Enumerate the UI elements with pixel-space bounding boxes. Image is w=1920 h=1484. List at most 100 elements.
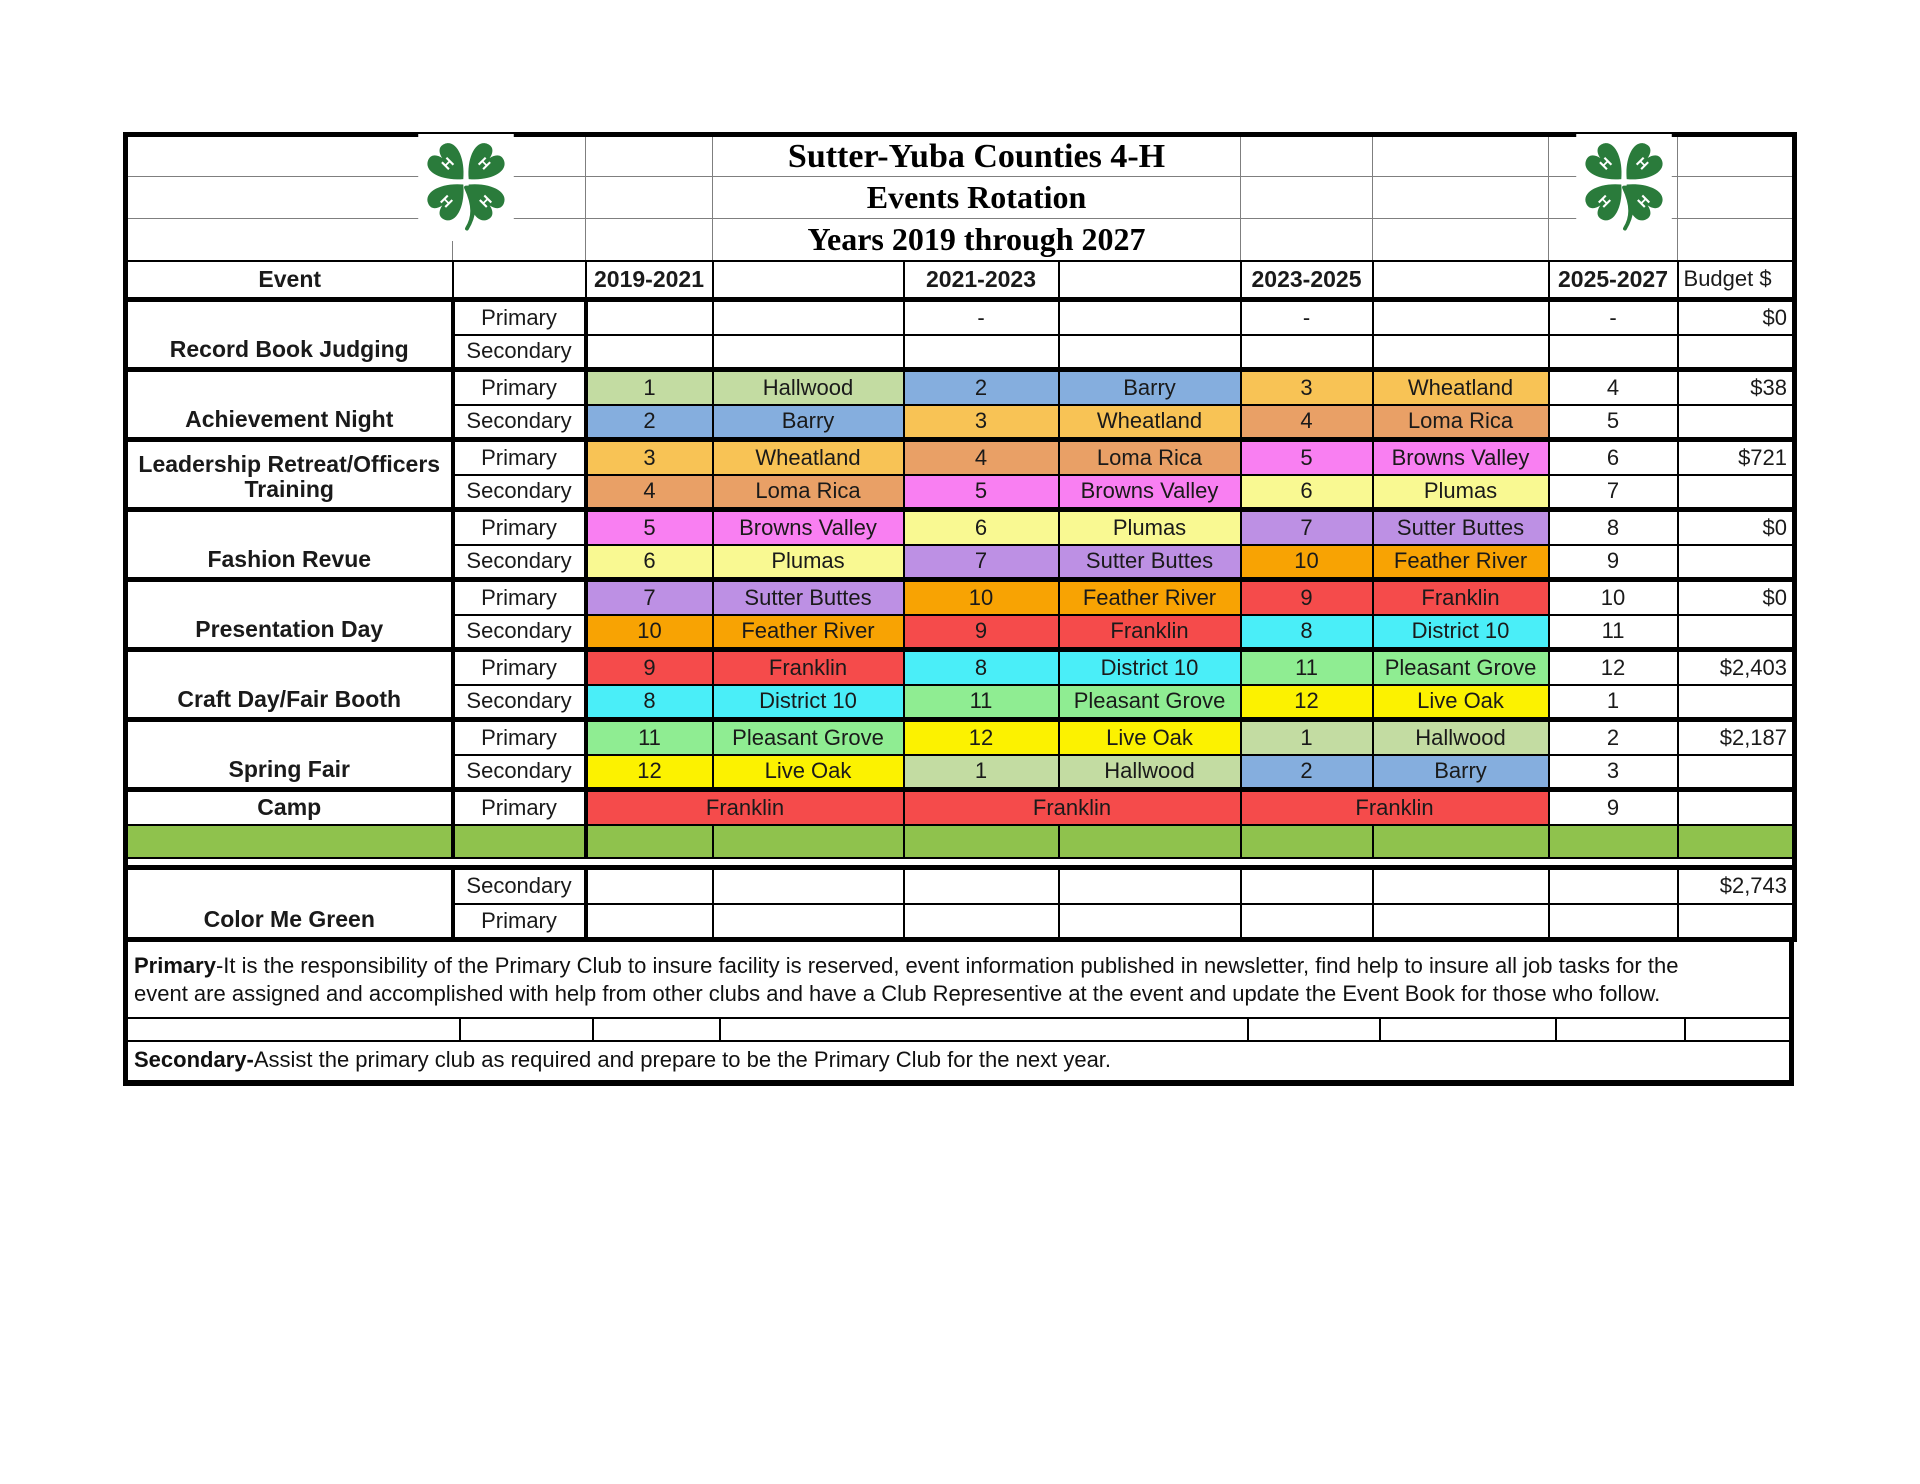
rotation-cell: [711, 902, 905, 941]
secondary-note-text: Assist the primary club as required and …: [253, 1046, 1112, 1072]
row-type-label: Secondary: [451, 473, 588, 511]
header-year-2023-2025: 2023-2025: [1239, 259, 1374, 302]
primary-note-line1: Primary-It is the responsibility of the …: [134, 952, 1783, 980]
budget-cell: [1676, 613, 1796, 651]
rotation-cell: [711, 865, 905, 905]
event-row: Secondary 4 Loma Rica 5 Browns Valley 6 Plumas…: [126, 473, 1796, 511]
title-row-1: Sutter-Yuba Counties 4-H: [125, 134, 1796, 177]
four-h-clover-logo: H H H H: [1576, 134, 1672, 241]
club-rotation-cell: Pleasant Grove: [1057, 683, 1242, 721]
club-rotation-cell: 10: [902, 577, 1060, 616]
blank-cell: [125, 176, 453, 219]
green-band-cell: [584, 823, 714, 859]
club-rotation-cell: 1: [584, 367, 714, 406]
club-rotation-cell: 6: [902, 507, 1060, 546]
rotation-cell: 6: [1547, 437, 1679, 476]
budget-cell: [1676, 333, 1796, 371]
club-rotation-cell: Hallwood: [1057, 753, 1242, 791]
club-rotation-cell: Franklin: [584, 787, 905, 826]
budget-cell: [1676, 683, 1796, 721]
header-year-2025-2027: 2025-2027: [1547, 259, 1679, 302]
row-type-label: Primary: [451, 297, 588, 336]
grid-tick: [459, 1018, 461, 1040]
club-rotation-cell: Wheatland: [1057, 403, 1242, 441]
row-type-label: Primary: [451, 647, 588, 686]
event-row: Record Book Judging Primary - - - $0: [124, 297, 1796, 371]
club-rotation-cell: 12: [1239, 683, 1374, 721]
row-type-label: Secondary: [451, 683, 588, 721]
budget-cell: $0: [1676, 577, 1796, 616]
club-rotation-cell: 1: [902, 753, 1060, 791]
budget-cell: $2,187: [1676, 717, 1796, 756]
club-rotation-cell: 5: [902, 473, 1060, 511]
club-rotation-cell: 2: [584, 403, 714, 441]
blank-cell: [1372, 134, 1550, 177]
primary-note-line2: event are assigned and accomplished with…: [134, 980, 1661, 1006]
green-band-cell: [711, 823, 905, 859]
rotation-cell: 10: [1547, 577, 1679, 616]
event-row: Achievement Night Primary 1 Hallwood 2 Barry 3…: [124, 367, 1796, 441]
rotation-cell: [1371, 902, 1550, 941]
notes-footer: Primary-It is the responsibility of the …: [123, 942, 1794, 1086]
budget-cell: $2,743: [1676, 865, 1796, 905]
club-rotation-cell: District 10: [1371, 613, 1550, 651]
club-rotation-cell: Sutter Buttes: [1057, 543, 1242, 581]
club-rotation-cell: 4: [1239, 403, 1374, 441]
club-rotation-cell: Wheatland: [1371, 367, 1550, 406]
grid-tick: [1379, 1018, 1381, 1040]
rotation-cell: -: [1239, 297, 1374, 336]
rotation-cell: [1239, 902, 1374, 941]
club-rotation-cell: Plumas: [1371, 473, 1550, 511]
club-rotation-cell: Feather River: [711, 613, 905, 651]
blank-cell: [1677, 176, 1796, 219]
four-h-clover-logo: H H H H: [418, 134, 514, 241]
club-rotation-cell: Barry: [1057, 367, 1242, 406]
event-row: Secondary 12 Live Oak 1 Hallwood 2 Barry 3: [126, 753, 1796, 791]
row-type-label: Secondary: [451, 403, 588, 441]
header-budget: Budget $: [1676, 259, 1796, 302]
rotation-cell: [1371, 333, 1550, 371]
event-row: Color Me Green Secondary $2,743: [124, 865, 1796, 941]
club-rotation-cell: 11: [902, 683, 1060, 721]
rotation-cell: [584, 333, 714, 371]
blank-cell: [585, 176, 713, 219]
row-type-label: Primary: [451, 367, 588, 406]
green-band-cell: [1371, 823, 1550, 859]
club-rotation-cell: 10: [584, 613, 714, 651]
rotation-cell: [1371, 297, 1550, 336]
club-rotation-cell: 3: [1239, 367, 1374, 406]
club-rotation-cell: 11: [1239, 647, 1374, 686]
spacer-cell: [125, 856, 1795, 869]
club-rotation-cell: 7: [1239, 507, 1374, 546]
rotation-cell: 8: [1547, 507, 1679, 546]
rotation-cell: -: [902, 297, 1060, 336]
event-name-cell: Record Book Judging: [124, 297, 455, 371]
club-rotation-cell: Franklin: [1057, 613, 1242, 651]
blank-cell: [125, 218, 453, 261]
grid-tick: [1247, 1018, 1249, 1040]
event-row: Secondary 8 District 10 11 Pleasant Grove 12 L…: [126, 683, 1796, 721]
rotation-cell: [1057, 297, 1242, 336]
club-rotation-cell: Plumas: [1057, 507, 1242, 546]
rotation-cell: [902, 333, 1060, 371]
budget-cell: $721: [1676, 437, 1796, 476]
event-name-cell: Spring Fair: [124, 717, 455, 791]
budget-cell: [1676, 787, 1796, 826]
club-rotation-cell: Live Oak: [711, 753, 905, 791]
event-name-cell: Presentation Day: [124, 577, 455, 651]
event-name-cell: Craft Day/Fair Booth: [124, 647, 455, 721]
club-rotation-cell: 12: [902, 717, 1060, 756]
rotation-cell: 4: [1547, 367, 1679, 406]
event-row: Primary: [126, 902, 1796, 941]
event-name-cell: Color Me Green: [124, 865, 455, 941]
rotation-cell: [711, 333, 905, 371]
club-rotation-cell: Hallwood: [1371, 717, 1550, 756]
club-rotation-cell: 7: [584, 577, 714, 616]
rotation-cell: [1057, 865, 1242, 905]
grid-tick: [1555, 1018, 1557, 1040]
club-rotation-cell: 5: [584, 507, 714, 546]
club-rotation-cell: District 10: [711, 683, 905, 721]
club-rotation-cell: Wheatland: [711, 437, 905, 476]
grid-tick: [719, 1018, 721, 1040]
